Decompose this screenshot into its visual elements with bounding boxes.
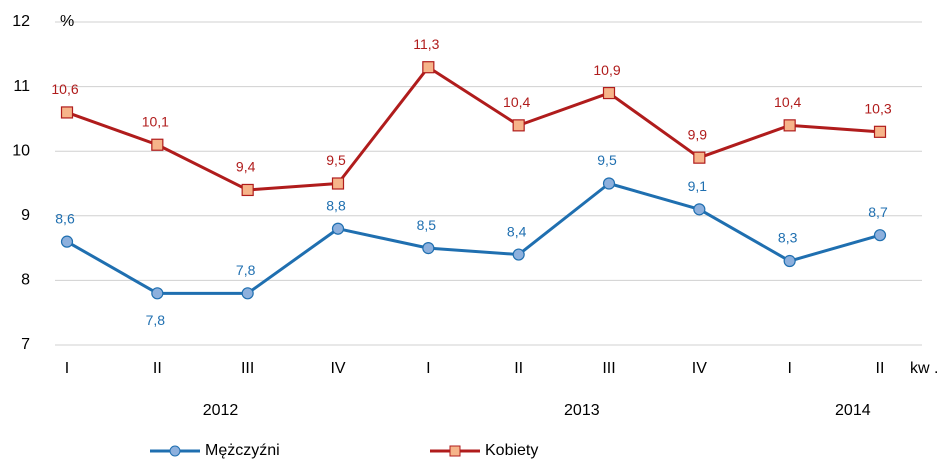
marker [602, 86, 616, 100]
marker [331, 177, 345, 190]
value-label: 10,4 [503, 94, 530, 110]
value-label: 8,4 [507, 223, 527, 239]
series-line [66, 182, 881, 295]
y-tick-label: 8 [21, 272, 30, 289]
x-group-label: 2013 [564, 402, 600, 419]
legend-label: Kobiety [485, 442, 538, 459]
marker [331, 222, 345, 235]
value-label: 11,3 [413, 36, 439, 52]
x-tick-label: IV [330, 360, 345, 377]
marker [151, 138, 164, 151]
value-label: 10,9 [593, 62, 620, 78]
value-label: 8,8 [326, 197, 346, 213]
value-label: 7,8 [146, 312, 166, 328]
value-label: 8,7 [868, 204, 888, 220]
x-group-label: 2014 [835, 402, 871, 419]
marker [783, 119, 796, 132]
value-label: 8,5 [417, 217, 437, 233]
marker [60, 235, 74, 248]
marker [693, 151, 706, 164]
marker [873, 229, 887, 242]
x-tick-label: II [514, 360, 523, 377]
y-tick-label: 7 [21, 336, 30, 353]
y-tick-label: 12 [12, 13, 30, 30]
marker [151, 287, 164, 300]
marker [783, 254, 796, 268]
value-label: 9,5 [326, 152, 346, 168]
value-label: 9,4 [236, 159, 256, 175]
x-tick-label: II [876, 360, 885, 377]
legend-marker [169, 445, 181, 457]
marker [512, 119, 525, 132]
marker [693, 203, 706, 216]
x-group-label: 2012 [203, 402, 239, 419]
x-tick-label: III [602, 360, 615, 377]
value-label: 9,1 [688, 178, 708, 194]
value-label: 7,8 [236, 262, 256, 278]
marker [512, 248, 525, 261]
x-axis-label: kw . [910, 360, 938, 377]
x-tick-label: I [787, 360, 791, 377]
marker [873, 125, 887, 138]
value-label: 8,6 [55, 210, 75, 226]
x-tick-label: II [153, 360, 162, 377]
x-tick-label: I [65, 360, 69, 377]
x-tick-label: I [426, 360, 430, 377]
value-label: 10,4 [774, 94, 801, 110]
value-label: 10,3 [864, 101, 891, 117]
marker [422, 61, 435, 74]
marker [422, 242, 435, 255]
y-tick-label: 9 [21, 207, 30, 224]
value-label: 9,5 [597, 152, 617, 168]
value-label: 10,1 [142, 113, 169, 129]
x-tick-label: III [241, 360, 254, 377]
value-label: 8,3 [778, 230, 798, 246]
y-tick-label: 10 [12, 142, 30, 159]
y-tick-label: 11 [13, 78, 30, 95]
x-tick-label: IV [692, 360, 707, 377]
marker [60, 106, 74, 119]
y-axis-unit: % [60, 13, 74, 30]
value-label: 9,9 [688, 126, 708, 142]
marker [602, 177, 616, 190]
value-label: 10,6 [51, 81, 78, 97]
series-line [66, 65, 881, 192]
marker [241, 183, 254, 197]
marker [241, 287, 254, 300]
legend-label: Mężczyźni [205, 442, 280, 459]
legend-marker [449, 445, 461, 457]
